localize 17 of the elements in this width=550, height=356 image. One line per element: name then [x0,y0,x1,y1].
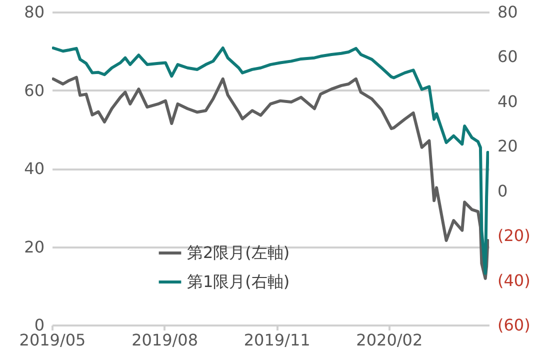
x-tick-label: 2019/08 [132,330,198,350]
x-tick-label: 2020/02 [356,330,423,350]
legend-label: 第2限月(左軸) [187,243,290,262]
y-tick-label: 80 [24,2,44,22]
y2-tick-label: (20) [498,226,530,246]
y2-tick-label: 60 [498,47,518,66]
y-tick-label: 60 [24,80,44,100]
legend-label: 第1限月(右軸) [187,272,290,291]
y-tick-label: 20 [24,237,44,256]
x-tick-label: 2019/11 [244,330,310,350]
y2-tick-label: (40) [498,270,530,290]
y2-tick-label: 80 [498,2,518,22]
y2-tick-label: 20 [498,136,518,156]
y2-tick-label: 40 [498,92,518,111]
y2-tick-label: (60) [498,316,530,334]
y2-tick-label: 0 [498,181,508,200]
y-tick-label: 40 [24,159,44,178]
